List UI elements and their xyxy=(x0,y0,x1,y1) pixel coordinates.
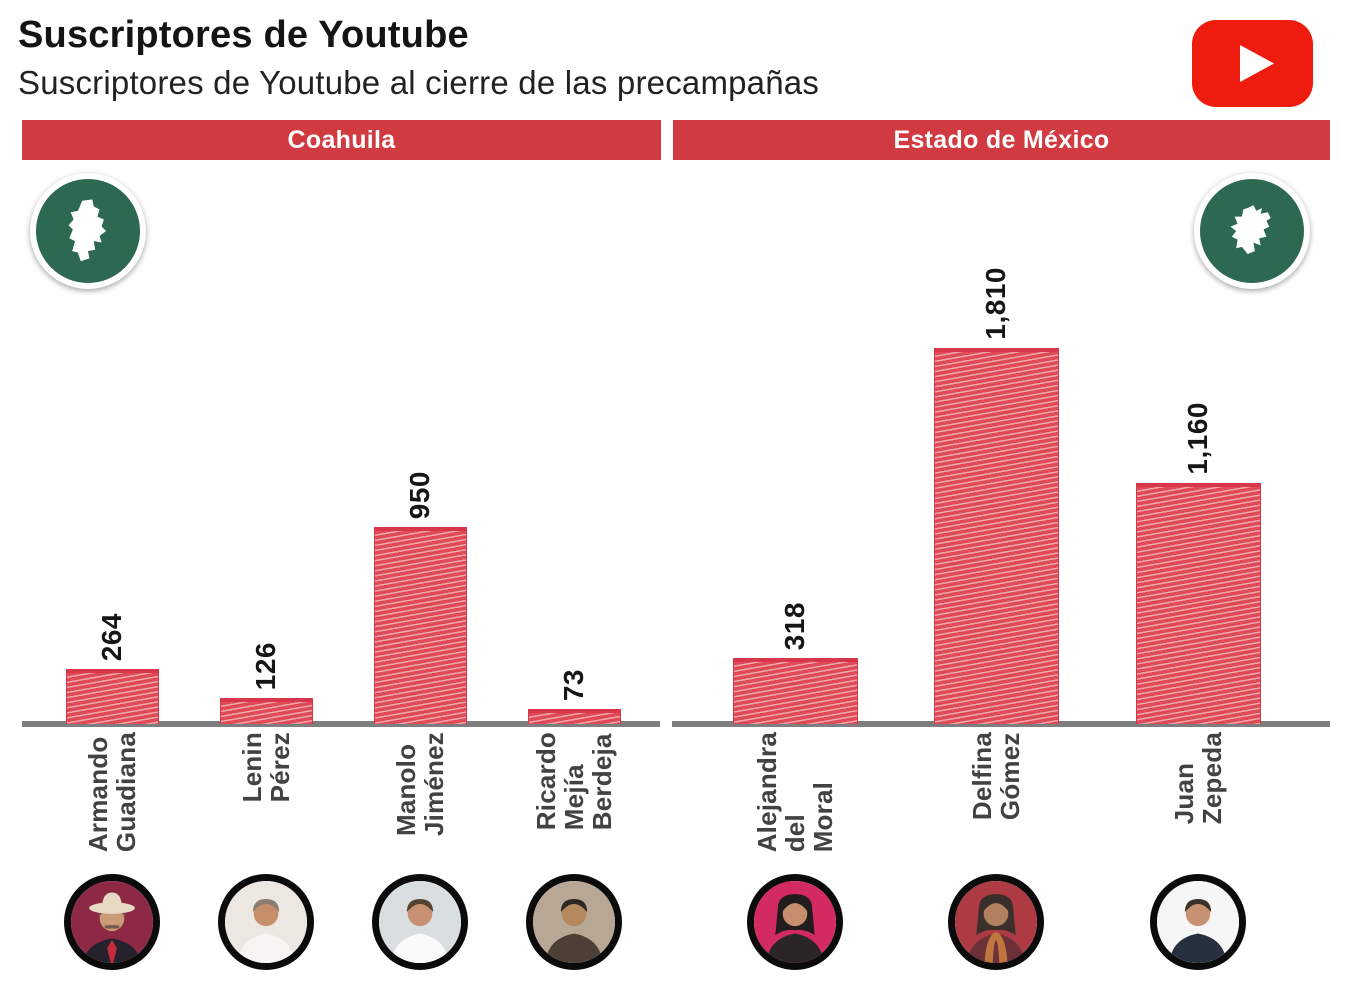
bar-ricardo-mejia-berdeja xyxy=(527,709,621,724)
region-header-edomex-label: Estado de México xyxy=(893,125,1110,154)
coahuila-state-silhouette-icon xyxy=(68,199,106,262)
bar-juan-zepeda xyxy=(1135,483,1261,724)
bar-manolo-jimenez xyxy=(373,527,467,724)
edomex-map-badge xyxy=(1194,173,1310,289)
axis-label-armando-guadiana: Armando Guadiana xyxy=(83,732,141,853)
photo-lenin-perez xyxy=(218,874,314,970)
bar-armando-guadiana xyxy=(65,669,159,724)
value-label-alejandra-del-moral: 318 xyxy=(779,601,810,650)
avatar-lenin-perez-icon xyxy=(225,881,307,963)
value-label-delfina-gomez: 1,810 xyxy=(980,267,1011,340)
page-subtitle: Suscriptores de Youtube al cierre de las… xyxy=(18,64,820,101)
photo-armando-guadiana xyxy=(64,874,160,970)
value-label-juan-zepeda: 1,160 xyxy=(1182,402,1213,475)
axis-label-juan-zepeda: Juan Zepeda xyxy=(1169,732,1227,825)
value-label-ricardo-mejia-berdeja: 73 xyxy=(558,668,589,701)
page-title: Suscriptores de Youtube xyxy=(18,14,469,56)
axis-label-delfina-gomez: Delfina Gómez xyxy=(967,732,1025,821)
region-header-coahuila: Coahuila xyxy=(22,120,661,160)
bar-lenin-perez xyxy=(219,698,313,724)
axis-label-lenin-perez: Lenin Pérez xyxy=(237,732,295,803)
photo-ricardo-mejia-berdeja xyxy=(526,874,622,970)
axis-label-manolo-jimenez: Manolo Jiménez xyxy=(391,732,449,837)
region-header-edomex: Estado de México xyxy=(673,120,1330,160)
value-label-lenin-perez: 126 xyxy=(250,641,281,690)
value-label-armando-guadiana: 264 xyxy=(96,612,127,661)
region-header-coahuila-label: Coahuila xyxy=(287,125,396,154)
axis-label-ricardo-mejia-berdeja: Ricardo Mejía Berdeja xyxy=(531,732,617,831)
photo-manolo-jimenez xyxy=(372,874,468,970)
bar-delfina-gomez xyxy=(933,348,1059,724)
avatar-ricardo-mejia-berdeja-icon xyxy=(533,881,615,963)
avatar-alejandra-del-moral-icon xyxy=(754,881,836,963)
photo-alejandra-del-moral xyxy=(747,874,843,970)
coahuila-map-badge xyxy=(30,173,146,289)
x-axis-coahuila xyxy=(22,721,660,727)
axis-label-alejandra-del-moral: Alejandra del Moral xyxy=(752,732,838,853)
photo-juan-zepeda xyxy=(1150,874,1246,970)
photo-delfina-gomez xyxy=(948,874,1044,970)
avatar-delfina-gomez-icon xyxy=(955,881,1037,963)
value-label-manolo-jimenez: 950 xyxy=(404,470,435,519)
x-axis-edomex xyxy=(672,721,1330,727)
youtube-logo-icon xyxy=(1192,20,1313,107)
edomex-state-silhouette-icon xyxy=(1230,205,1271,255)
avatar-juan-zepeda-icon xyxy=(1157,881,1239,963)
bar-alejandra-del-moral xyxy=(732,658,858,724)
avatar-manolo-jimenez-icon xyxy=(379,881,461,963)
avatar-armando-guadiana-icon xyxy=(71,881,153,963)
